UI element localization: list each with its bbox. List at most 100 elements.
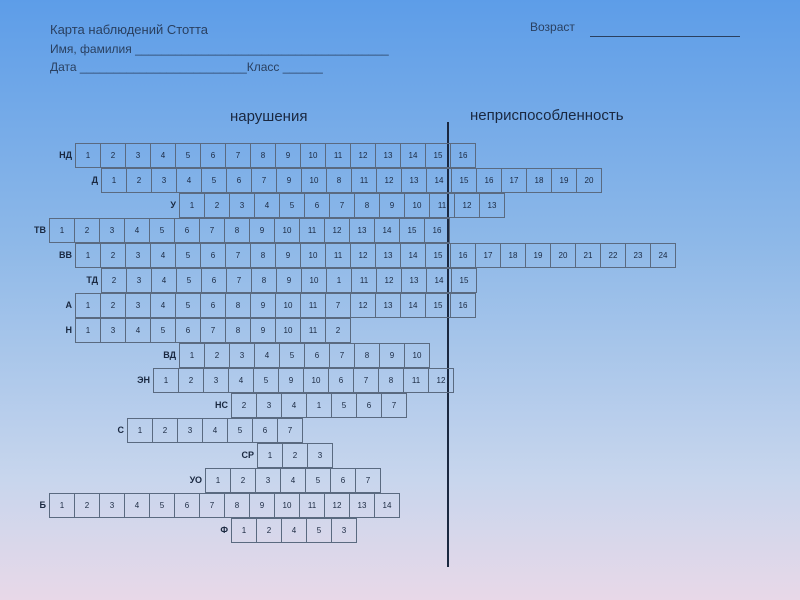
grid-cell[interactable]: 6 (200, 243, 226, 268)
grid-cell[interactable]: 8 (250, 143, 276, 168)
grid-cell[interactable]: 5 (175, 243, 201, 268)
grid-cell[interactable]: 5 (253, 368, 279, 393)
grid-cell[interactable]: 7 (325, 293, 351, 318)
grid-cell[interactable]: 5 (201, 168, 227, 193)
grid-cell[interactable]: 1 (231, 518, 257, 543)
grid-cell[interactable]: 1 (75, 243, 101, 268)
grid-cell[interactable]: 9 (275, 143, 301, 168)
grid-cell[interactable]: 4 (150, 143, 176, 168)
grid-cell[interactable]: 9 (250, 318, 276, 343)
grid-cell[interactable]: 5 (150, 318, 176, 343)
grid-cell[interactable]: 7 (329, 343, 355, 368)
grid-cell[interactable]: 17 (501, 168, 527, 193)
grid-cell[interactable]: 5 (331, 393, 357, 418)
grid-cell[interactable]: 11 (299, 493, 325, 518)
grid-cell[interactable]: 9 (379, 193, 405, 218)
grid-cell[interactable]: 4 (254, 343, 280, 368)
grid-cell[interactable]: 1 (205, 468, 231, 493)
grid-cell[interactable]: 3 (229, 343, 255, 368)
grid-cell[interactable]: 2 (204, 343, 230, 368)
grid-cell[interactable]: 10 (404, 343, 430, 368)
grid-cell[interactable]: 17 (475, 243, 501, 268)
grid-cell[interactable]: 10 (303, 368, 329, 393)
grid-cell[interactable]: 9 (250, 293, 276, 318)
grid-cell[interactable]: 6 (304, 343, 330, 368)
grid-cell[interactable]: 13 (349, 218, 375, 243)
grid-cell[interactable]: 6 (330, 468, 356, 493)
grid-cell[interactable]: 7 (381, 393, 407, 418)
grid-cell[interactable]: 11 (300, 318, 326, 343)
grid-cell[interactable]: 1 (257, 443, 283, 468)
grid-cell[interactable]: 10 (300, 143, 326, 168)
grid-cell[interactable]: 1 (179, 193, 205, 218)
grid-cell[interactable]: 8 (225, 293, 251, 318)
grid-cell[interactable]: 14 (400, 293, 426, 318)
grid-cell[interactable]: 1 (127, 418, 153, 443)
grid-cell[interactable]: 3 (331, 518, 357, 543)
grid-cell[interactable]: 7 (200, 318, 226, 343)
grid-cell[interactable]: 14 (426, 168, 452, 193)
grid-cell[interactable]: 9 (276, 168, 302, 193)
grid-cell[interactable]: 16 (450, 243, 476, 268)
grid-cell[interactable]: 2 (100, 143, 126, 168)
grid-cell[interactable]: 2 (152, 418, 178, 443)
grid-cell[interactable]: 3 (177, 418, 203, 443)
grid-cell[interactable]: 7 (277, 418, 303, 443)
grid-cell[interactable]: 14 (400, 143, 426, 168)
grid-cell[interactable]: 9 (249, 218, 275, 243)
grid-cell[interactable]: 14 (400, 243, 426, 268)
grid-cell[interactable]: 12 (324, 218, 350, 243)
grid-cell[interactable]: 1 (75, 318, 101, 343)
grid-cell[interactable]: 2 (256, 518, 282, 543)
grid-cell[interactable]: 5 (279, 193, 305, 218)
grid-cell[interactable]: 3 (99, 493, 125, 518)
grid-cell[interactable]: 2 (101, 268, 127, 293)
grid-cell[interactable]: 1 (49, 493, 75, 518)
grid-cell[interactable]: 7 (226, 268, 252, 293)
grid-cell[interactable]: 2 (282, 443, 308, 468)
grid-cell[interactable]: 7 (353, 368, 379, 393)
grid-cell[interactable]: 10 (300, 243, 326, 268)
grid-cell[interactable]: 7 (329, 193, 355, 218)
grid-cell[interactable]: 6 (174, 493, 200, 518)
grid-cell[interactable]: 10 (301, 268, 327, 293)
grid-cell[interactable]: 15 (451, 268, 477, 293)
grid-cell[interactable]: 6 (328, 368, 354, 393)
grid-cell[interactable]: 21 (575, 243, 601, 268)
grid-cell[interactable]: 12 (376, 268, 402, 293)
grid-cell[interactable]: 8 (224, 218, 250, 243)
grid-cell[interactable]: 5 (176, 268, 202, 293)
grid-cell[interactable]: 6 (174, 218, 200, 243)
grid-cell[interactable]: 13 (401, 168, 427, 193)
grid-cell[interactable]: 3 (256, 393, 282, 418)
grid-cell[interactable]: 22 (600, 243, 626, 268)
grid-cell[interactable]: 12 (350, 293, 376, 318)
grid-cell[interactable]: 15 (425, 243, 451, 268)
grid-cell[interactable]: 13 (375, 293, 401, 318)
grid-cell[interactable]: 5 (175, 293, 201, 318)
grid-cell[interactable]: 6 (226, 168, 252, 193)
grid-cell[interactable]: 4 (150, 243, 176, 268)
grid-cell[interactable]: 13 (375, 243, 401, 268)
grid-cell[interactable]: 10 (275, 318, 301, 343)
grid-cell[interactable]: 10 (275, 293, 301, 318)
grid-cell[interactable]: 16 (450, 293, 476, 318)
grid-cell[interactable]: 1 (101, 168, 127, 193)
grid-cell[interactable]: 3 (125, 293, 151, 318)
grid-cell[interactable]: 10 (404, 193, 430, 218)
grid-cell[interactable]: 20 (550, 243, 576, 268)
grid-cell[interactable]: 8 (224, 493, 250, 518)
grid-cell[interactable]: 6 (356, 393, 382, 418)
grid-cell[interactable]: 4 (202, 418, 228, 443)
grid-cell[interactable]: 12 (350, 143, 376, 168)
grid-cell[interactable]: 11 (325, 143, 351, 168)
grid-cell[interactable]: 6 (201, 268, 227, 293)
grid-cell[interactable]: 3 (307, 443, 333, 468)
grid-cell[interactable]: 11 (351, 268, 377, 293)
grid-cell[interactable]: 13 (401, 268, 427, 293)
grid-cell[interactable]: 3 (125, 243, 151, 268)
grid-cell[interactable]: 3 (126, 268, 152, 293)
grid-cell[interactable]: 10 (301, 168, 327, 193)
grid-cell[interactable]: 1 (326, 268, 352, 293)
grid-cell[interactable]: 8 (354, 343, 380, 368)
